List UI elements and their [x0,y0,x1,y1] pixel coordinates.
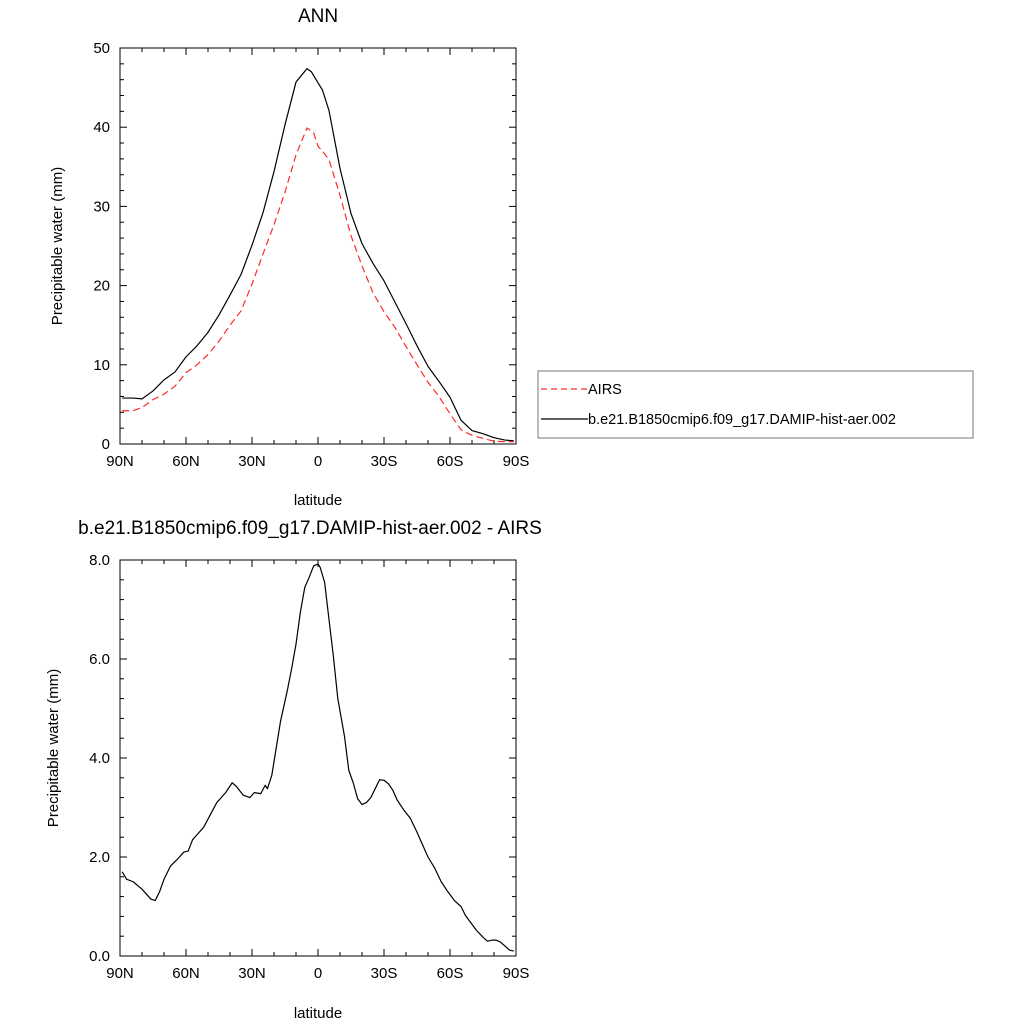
axis-ticks [119,47,517,445]
x-tick-label: 30S [371,453,398,470]
plot-frame [119,559,517,957]
axis-ticks [119,559,517,957]
x-tick-label: 60S [437,453,464,470]
series-group [122,67,514,443]
y-tick-label: 50 [93,40,110,57]
x-tick-label: 0 [314,453,322,470]
series-group [121,563,514,952]
series-line-1 [122,67,514,442]
x-tick-labels: 90N 60N 30N 0 30S 60S 90S [106,453,529,470]
x-tick-label: 60N [172,453,200,470]
x-tick-label: 30N [238,965,266,982]
y-tick-labels: 0 10 20 30 40 50 [93,40,110,453]
x-tick-label: 90S [503,453,530,470]
plot-frame [119,47,517,445]
x-axis-label: latitude [294,1005,342,1022]
y-axis-label: Precipitable water (mm) [49,167,66,325]
y-axis-label: Precipitable water (mm) [45,669,62,827]
y-tick-label: 20 [93,278,110,295]
x-tick-label: 0 [314,965,322,982]
y-tick-label: 40 [93,119,110,136]
y-tick-label: 8.0 [89,552,110,569]
y-tick-label: 4.0 [89,750,110,767]
chart-title: b.e21.B1850cmip6.f09_g17.DAMIP-hist-aer.… [78,518,542,539]
x-tick-label: 90S [503,965,530,982]
y-tick-label: 2.0 [89,849,110,866]
legend-label-airs: AIRS [588,382,622,398]
chart-title: ANN [298,6,338,27]
legend-label-model: b.e21.B1850cmip6.f09_g17.DAMIP-hist-aer.… [588,412,896,428]
y-tick-labels: 0.0 2.0 4.0 6.0 8.0 [89,552,110,965]
x-tick-label: 30N [238,453,266,470]
x-tick-label: 60S [437,965,464,982]
x-tick-label: 30S [371,965,398,982]
x-tick-label: 90N [106,453,134,470]
y-tick-label: 30 [93,198,110,215]
x-tick-labels: 90N 60N 30N 0 30S 60S 90S [106,965,529,982]
legend-box [537,370,974,439]
x-tick-label: 60N [172,965,200,982]
y-tick-label: 0 [102,436,110,453]
legend: AIRS b.e21.B1850cmip6.f09_g17.DAMIP-hist… [537,370,974,439]
series-line-0 [122,127,514,443]
panel-ann: ANN 90N 60N 30N 0 30S 60S 90S 0 10 20 30 40 50 lati… [49,6,529,509]
y-tick-label: 0.0 [89,948,110,965]
panel-difference: b.e21.B1850cmip6.f09_g17.DAMIP-hist-aer.… [45,518,542,1022]
y-tick-label: 6.0 [89,651,110,668]
series-line-0 [121,563,514,952]
x-tick-label: 90N [106,965,134,982]
x-axis-label: latitude [294,492,342,509]
y-tick-label: 10 [93,357,110,374]
